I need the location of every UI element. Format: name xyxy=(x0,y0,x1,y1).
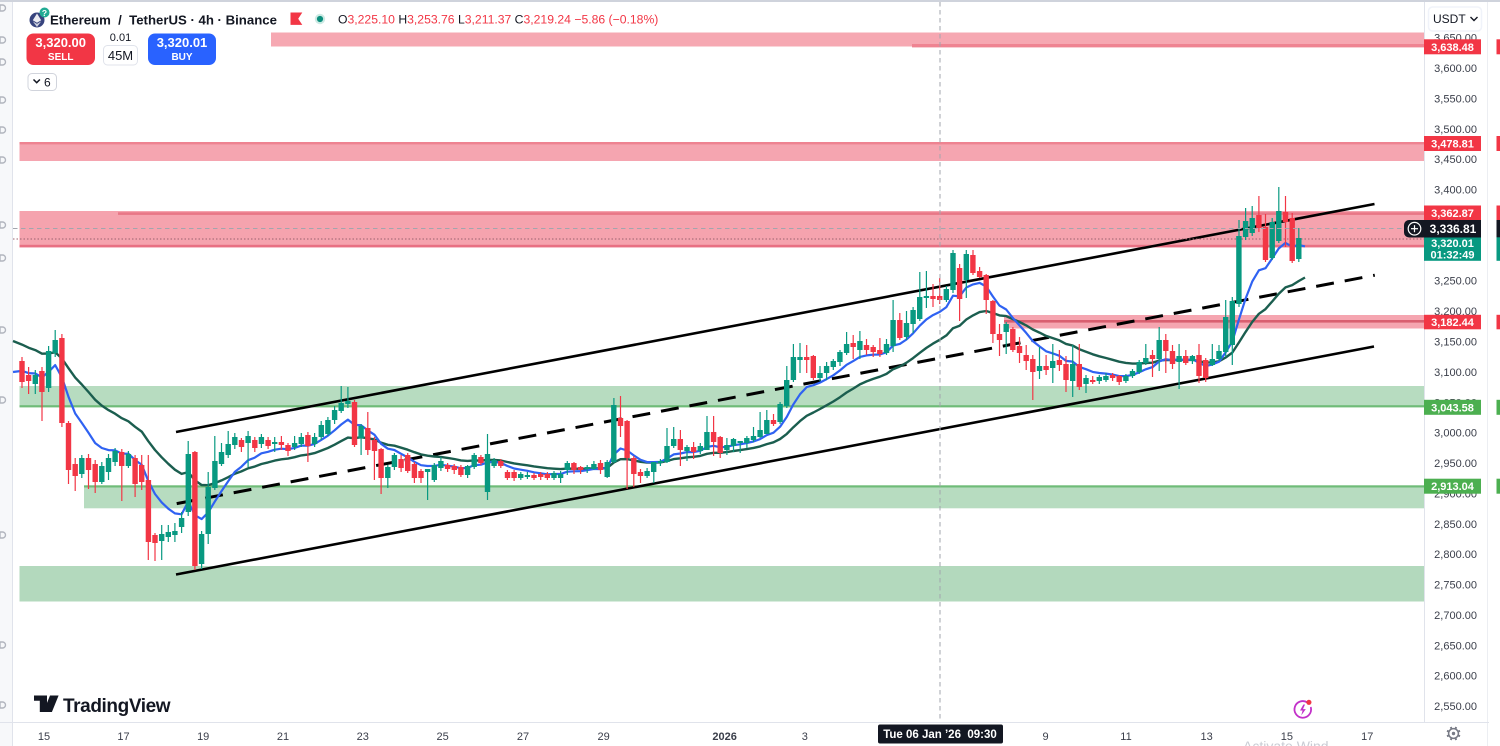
svg-text:3,250.00: 3,250.00 xyxy=(1434,276,1477,288)
svg-text:3,336.81: 3,336.81 xyxy=(1430,222,1477,236)
svg-text:0.01: 0.01 xyxy=(110,32,131,44)
svg-text:2026: 2026 xyxy=(712,731,736,743)
svg-text:BUY: BUY xyxy=(171,52,192,63)
svg-text:3,320.01: 3,320.01 xyxy=(1431,238,1474,250)
svg-text:SELL: SELL xyxy=(48,52,74,63)
svg-text:3,500.00: 3,500.00 xyxy=(1434,124,1477,136)
svg-text:2,550.00: 2,550.00 xyxy=(1434,701,1477,713)
svg-text:3,600.00: 3,600.00 xyxy=(1434,63,1477,75)
svg-text:21: 21 xyxy=(277,731,289,743)
svg-text:Ethereum / TetherUS · 4h · B: Ethereum / TetherUS · 4h · Binance xyxy=(50,13,277,28)
svg-text:2,750.00: 2,750.00 xyxy=(1434,580,1477,592)
svg-text:2,650.00: 2,650.00 xyxy=(1434,640,1477,652)
svg-text:3,362.87: 3,362.87 xyxy=(1431,208,1474,220)
svg-text:3,043.58: 3,043.58 xyxy=(1431,402,1474,414)
svg-text:2,600.00: 2,600.00 xyxy=(1434,671,1477,683)
svg-text:17: 17 xyxy=(1361,731,1373,743)
svg-text:01:32:49: 01:32:49 xyxy=(1430,249,1474,261)
svg-text:3,638.48: 3,638.48 xyxy=(1431,42,1474,54)
svg-text:3: 3 xyxy=(802,731,808,743)
svg-text:25: 25 xyxy=(436,731,448,743)
svg-text:13: 13 xyxy=(1200,731,1212,743)
svg-text:Activate Wind: Activate Wind xyxy=(1243,738,1329,746)
svg-text:2,800.00: 2,800.00 xyxy=(1434,549,1477,561)
svg-text:9: 9 xyxy=(1043,731,1049,743)
svg-text:2,850.00: 2,850.00 xyxy=(1434,519,1477,531)
svg-text:19: 19 xyxy=(197,731,209,743)
svg-text:USDT: USDT xyxy=(1433,12,1466,26)
svg-text:6: 6 xyxy=(44,76,51,90)
svg-text:15: 15 xyxy=(38,731,50,743)
svg-text:TradingView: TradingView xyxy=(63,696,171,717)
svg-text:Tue 06 Jan ’26 09:30: Tue 06 Jan ’26 09:30 xyxy=(883,729,997,741)
svg-text:3,182.44: 3,182.44 xyxy=(1431,317,1475,329)
svg-text:3,550.00: 3,550.00 xyxy=(1434,93,1477,105)
svg-text:29: 29 xyxy=(597,731,609,743)
svg-text:?: ? xyxy=(42,8,47,18)
svg-text:3,000.00: 3,000.00 xyxy=(1434,428,1477,440)
svg-text:3,450.00: 3,450.00 xyxy=(1434,154,1477,166)
svg-text:27: 27 xyxy=(517,731,529,743)
svg-text:3,150.00: 3,150.00 xyxy=(1434,337,1477,349)
svg-text:3,320.00: 3,320.00 xyxy=(35,35,86,50)
svg-text:17: 17 xyxy=(117,731,129,743)
svg-text:23: 23 xyxy=(357,731,369,743)
svg-text:3,320.01: 3,320.01 xyxy=(157,35,208,50)
svg-text:2,700.00: 2,700.00 xyxy=(1434,610,1477,622)
svg-text:2,950.00: 2,950.00 xyxy=(1434,458,1477,470)
svg-text:2,913.04: 2,913.04 xyxy=(1431,481,1475,493)
svg-text:3,100.00: 3,100.00 xyxy=(1434,367,1477,379)
svg-text:O3,225.10 H3,253.76 L3,211.37: O3,225.10 H3,253.76 L3,211.37 C3,219.24 … xyxy=(338,13,658,27)
svg-text:3,400.00: 3,400.00 xyxy=(1434,185,1477,197)
svg-text:11: 11 xyxy=(1120,731,1131,743)
svg-text:45M: 45M xyxy=(108,48,133,63)
svg-text:15: 15 xyxy=(1281,731,1293,743)
svg-text:3,478.81: 3,478.81 xyxy=(1431,139,1474,151)
